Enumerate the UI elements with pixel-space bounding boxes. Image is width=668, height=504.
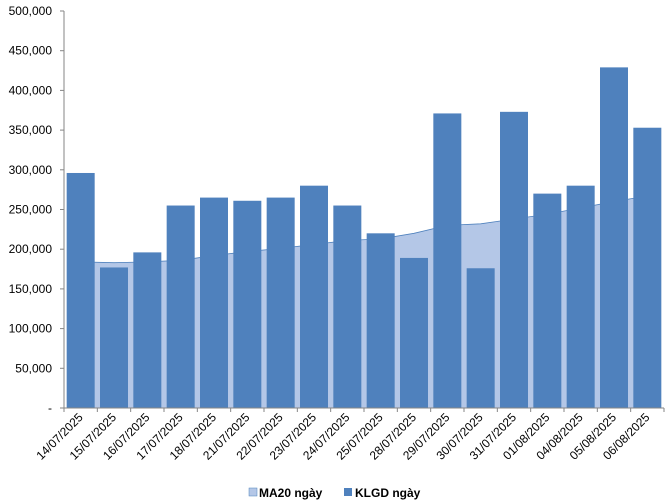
bar-klgd <box>166 205 195 408</box>
bar-klgd <box>500 111 528 408</box>
bar-klgd <box>533 193 562 408</box>
bar-klgd <box>133 252 162 408</box>
y-tick-label: 450,000 <box>9 44 53 58</box>
bar-klgd <box>566 185 595 408</box>
bar-klgd <box>400 257 428 408</box>
bar-klgd <box>233 200 262 408</box>
bar-klgd <box>66 172 95 408</box>
y-tick-label: 350,000 <box>9 123 53 137</box>
y-tick-label: 400,000 <box>9 83 53 97</box>
bar-klgd <box>333 205 362 408</box>
legend-label-ma20: MA20 ngày <box>259 486 323 500</box>
y-tick-label: 300,000 <box>9 163 53 177</box>
ma20-area <box>80 196 648 408</box>
klgd-bar-layer <box>66 67 662 409</box>
y-tick-label: - <box>48 401 52 415</box>
legend-swatch-ma20 <box>248 487 258 497</box>
y-tick-label: 100,000 <box>9 322 53 336</box>
bar-klgd <box>266 197 295 408</box>
bar-klgd <box>366 233 395 408</box>
bar-klgd <box>433 113 462 409</box>
y-tick-label: 200,000 <box>9 242 53 256</box>
y-tick-label: 500,000 <box>9 4 53 18</box>
bar-klgd <box>600 67 628 409</box>
y-tick-label: 150,000 <box>9 282 53 296</box>
legend: MA20 ngày KLGD ngày <box>248 486 421 500</box>
bar-klgd <box>100 267 128 408</box>
legend-label-klgd: KLGD ngày <box>355 486 421 500</box>
bar-klgd <box>300 185 328 408</box>
y-tick-label: 50,000 <box>15 361 52 375</box>
bar-klgd <box>633 127 662 408</box>
ma20-area-layer <box>80 195 648 408</box>
legend-swatch-klgd <box>344 488 352 496</box>
y-tick-label: 250,000 <box>9 203 53 217</box>
bar-klgd <box>466 268 495 408</box>
bar-klgd <box>200 197 228 408</box>
